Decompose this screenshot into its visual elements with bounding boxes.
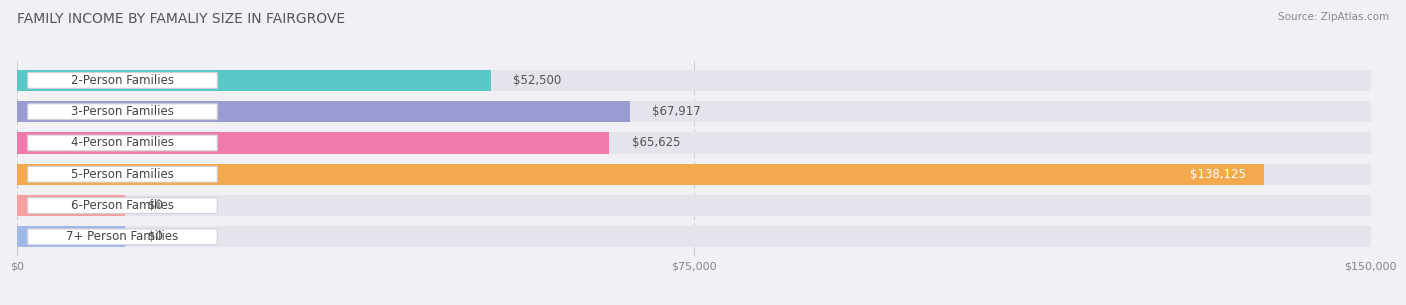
- Text: $65,625: $65,625: [631, 136, 681, 149]
- FancyBboxPatch shape: [28, 166, 218, 182]
- Text: $67,917: $67,917: [652, 105, 702, 118]
- Bar: [17, 132, 1371, 154]
- Text: Source: ZipAtlas.com: Source: ZipAtlas.com: [1278, 12, 1389, 22]
- FancyBboxPatch shape: [28, 73, 218, 88]
- FancyBboxPatch shape: [28, 135, 218, 151]
- Text: $52,500: $52,500: [513, 74, 561, 87]
- Bar: [17, 226, 1371, 247]
- Text: 3-Person Families: 3-Person Families: [72, 105, 174, 118]
- Text: $0: $0: [148, 230, 163, 243]
- Text: 2-Person Families: 2-Person Families: [70, 74, 174, 87]
- Bar: [17, 226, 125, 247]
- Text: $138,125: $138,125: [1189, 168, 1246, 181]
- Text: 7+ Person Families: 7+ Person Families: [66, 230, 179, 243]
- Text: $0: $0: [148, 199, 163, 212]
- FancyBboxPatch shape: [28, 198, 218, 214]
- Bar: [17, 70, 491, 91]
- Bar: [17, 163, 1371, 185]
- Bar: [17, 101, 1371, 122]
- Text: 5-Person Families: 5-Person Families: [72, 168, 174, 181]
- Bar: [17, 132, 609, 154]
- Bar: [17, 195, 1371, 216]
- Bar: [17, 101, 630, 122]
- Text: 4-Person Families: 4-Person Families: [70, 136, 174, 149]
- FancyBboxPatch shape: [28, 229, 218, 245]
- Bar: [17, 163, 1264, 185]
- Bar: [17, 195, 125, 216]
- Bar: [17, 70, 1371, 91]
- FancyBboxPatch shape: [28, 104, 218, 120]
- Text: 6-Person Families: 6-Person Families: [70, 199, 174, 212]
- Text: FAMILY INCOME BY FAMALIY SIZE IN FAIRGROVE: FAMILY INCOME BY FAMALIY SIZE IN FAIRGRO…: [17, 12, 344, 26]
